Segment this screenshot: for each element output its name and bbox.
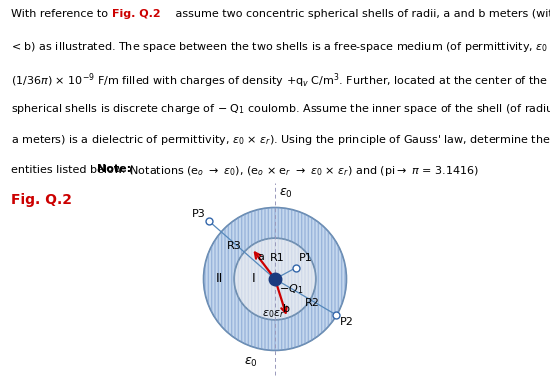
Text: Fig. Q.2: Fig. Q.2 bbox=[11, 193, 72, 207]
Circle shape bbox=[234, 238, 316, 320]
Text: a: a bbox=[257, 252, 264, 262]
Text: II: II bbox=[216, 273, 223, 285]
Text: $\varepsilon_0$: $\varepsilon_0$ bbox=[244, 356, 258, 369]
Text: $\varepsilon_0$: $\varepsilon_0$ bbox=[279, 187, 293, 200]
Text: R3: R3 bbox=[227, 241, 241, 251]
Circle shape bbox=[204, 207, 346, 351]
Text: Notations (e$_o$ $\rightarrow$ $\varepsilon_0$), (e$_o$ $\times$ e$_r$ $\rightar: Notations (e$_o$ $\rightarrow$ $\varepsi… bbox=[126, 164, 479, 178]
Text: $-Q_1$: $-Q_1$ bbox=[279, 282, 304, 296]
Text: a meters) is a dielectric of permittivity, $\varepsilon_0$ $\times$ $\varepsilon: a meters) is a dielectric of permittivit… bbox=[11, 133, 550, 147]
Text: P1: P1 bbox=[299, 253, 313, 263]
Text: < b) as illustrated. The space between the two shells is a free-space medium (of: < b) as illustrated. The space between t… bbox=[11, 40, 550, 54]
Text: spherical shells is discrete charge of $-$ Q$_1$ coulomb. Assume the inner space: spherical shells is discrete charge of $… bbox=[11, 103, 550, 116]
Text: Fig. Q.2: Fig. Q.2 bbox=[112, 9, 161, 19]
Text: b: b bbox=[283, 304, 290, 314]
Text: P2: P2 bbox=[339, 317, 354, 326]
Text: With reference to: With reference to bbox=[11, 9, 112, 19]
Text: P3: P3 bbox=[192, 209, 206, 219]
Text: (1/36$\pi$) $\times$ 10$^{-9}$ F/m filled with charges of density +q$_v$ C/m$^3$: (1/36$\pi$) $\times$ 10$^{-9}$ F/m fille… bbox=[11, 71, 548, 90]
Text: I: I bbox=[252, 273, 256, 285]
Text: assume two concentric spherical shells of radii, a and b meters (with a: assume two concentric spherical shells o… bbox=[172, 9, 550, 19]
Text: Note:: Note: bbox=[97, 164, 131, 175]
Text: R1: R1 bbox=[270, 253, 285, 263]
Text: $\varepsilon_0\varepsilon_r$: $\varepsilon_0\varepsilon_r$ bbox=[261, 308, 284, 320]
Text: R2: R2 bbox=[305, 297, 320, 308]
Text: entities listed below. (: entities listed below. ( bbox=[11, 164, 133, 175]
